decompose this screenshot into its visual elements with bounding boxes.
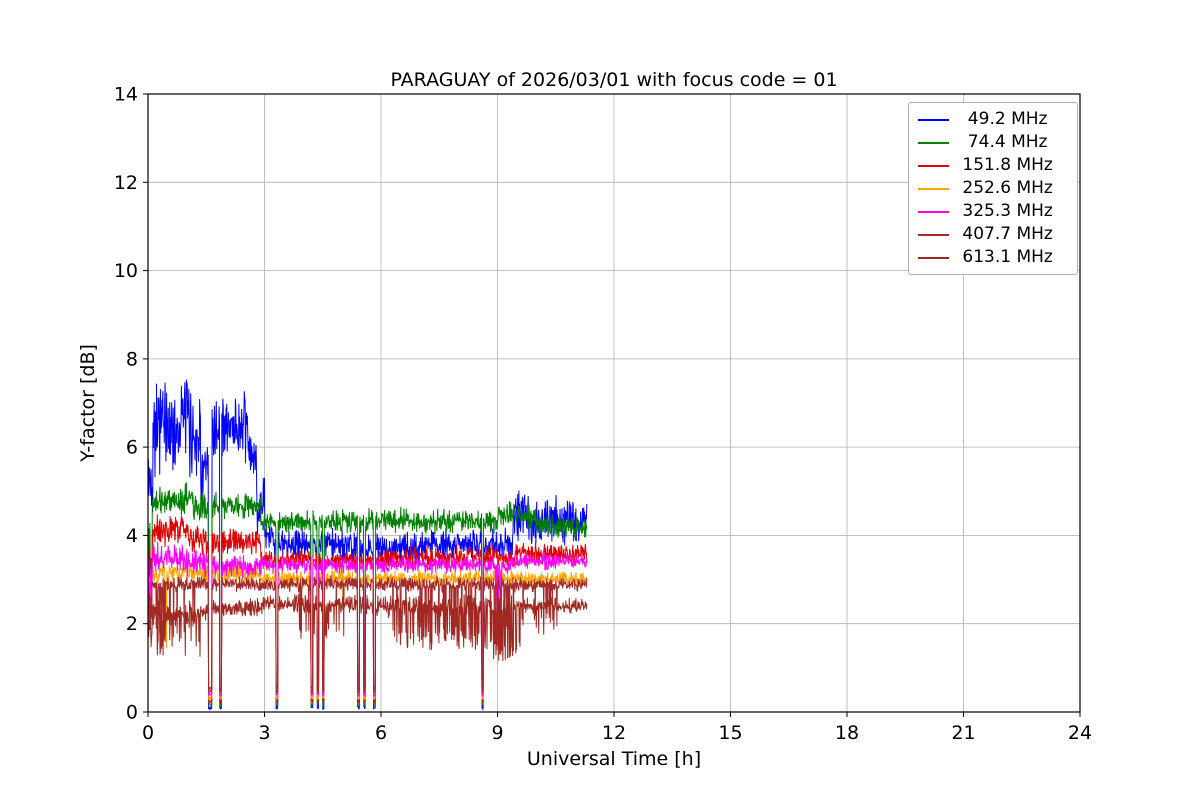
series-line-74-4-mhz bbox=[147, 482, 588, 708]
legend-entry: 151.8 MHz bbox=[918, 154, 1068, 177]
legend-entry: 49.2 MHz bbox=[918, 108, 1068, 131]
legend-label: 252.6 MHz bbox=[957, 178, 1053, 198]
y-axis-label: Y-factor [dB] bbox=[77, 344, 99, 462]
y-tick-label: 10 bbox=[114, 260, 138, 282]
legend-entry: 74.4 MHz bbox=[918, 131, 1068, 154]
legend-line-swatch bbox=[918, 118, 949, 121]
chart-title: PARAGUAY of 2026/03/01 with focus code =… bbox=[390, 69, 838, 91]
legend-line-swatch bbox=[918, 187, 949, 190]
series-line-407-7-mhz bbox=[147, 575, 588, 695]
legend-entry: 407.7 MHz bbox=[918, 223, 1068, 246]
legend-line-swatch bbox=[918, 141, 949, 144]
legend-label: 613.1 MHz bbox=[957, 247, 1053, 267]
legend-line-swatch bbox=[918, 233, 949, 236]
plot-border bbox=[147, 93, 1081, 713]
x-tick-label: 9 bbox=[491, 722, 503, 744]
legend-label: 49.2 MHz bbox=[957, 109, 1048, 129]
legend-entry: 252.6 MHz bbox=[918, 177, 1068, 200]
y-tick-label: 12 bbox=[114, 172, 138, 194]
series-line-325-3-mhz bbox=[147, 541, 588, 698]
legend-label: 407.7 MHz bbox=[957, 224, 1053, 244]
legend-line-swatch bbox=[918, 164, 949, 167]
legend-line-swatch bbox=[918, 256, 949, 259]
y-tick-label: 2 bbox=[126, 613, 138, 635]
x-tick-label: 18 bbox=[835, 722, 859, 744]
legend-label: 74.4 MHz bbox=[957, 132, 1048, 152]
legend-label: 151.8 MHz bbox=[957, 155, 1053, 175]
y-tick-label: 6 bbox=[126, 437, 138, 459]
y-tick-label: 0 bbox=[126, 702, 138, 724]
y-tick-label: 4 bbox=[126, 525, 138, 547]
x-tick-label: 24 bbox=[1068, 722, 1092, 744]
x-tick-label: 21 bbox=[951, 722, 975, 744]
legend-line-swatch bbox=[918, 210, 949, 213]
series-line-151-8-mhz bbox=[147, 514, 588, 705]
legend-entry: 613.1 MHz bbox=[918, 246, 1068, 269]
x-tick-label: 15 bbox=[718, 722, 742, 744]
legend-entry: 325.3 MHz bbox=[918, 200, 1068, 223]
x-axis-label: Universal Time [h] bbox=[526, 748, 702, 770]
y-tick-label: 8 bbox=[126, 348, 138, 370]
x-tick-label: 0 bbox=[142, 722, 154, 744]
series-line-613-1-mhz bbox=[147, 593, 588, 691]
y-tick-label: 14 bbox=[114, 84, 138, 106]
x-tick-label: 6 bbox=[375, 722, 387, 744]
legend: 49.2 MHz 74.4 MHz 151.8 MHz 252.6 MHz 32… bbox=[908, 102, 1078, 275]
x-tick-label: 3 bbox=[258, 722, 270, 744]
x-tick-label: 12 bbox=[602, 722, 626, 744]
legend-label: 325.3 MHz bbox=[957, 201, 1053, 221]
